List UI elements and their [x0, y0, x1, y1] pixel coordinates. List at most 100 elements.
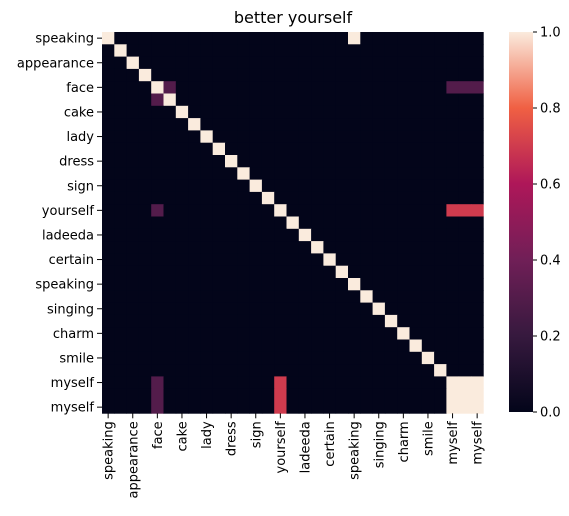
- heatmap-cell: [261, 253, 275, 267]
- heatmap-cell: [200, 191, 214, 205]
- heatmap-cell: [225, 241, 238, 254]
- heatmap-cell: [126, 388, 140, 402]
- heatmap-cell: [225, 56, 238, 70]
- heatmap-cell: [471, 278, 484, 291]
- heatmap-cell: [212, 376, 226, 390]
- heatmap-cell: [397, 204, 410, 217]
- heatmap-cell: [298, 204, 312, 217]
- heatmap-cell: [335, 155, 349, 168]
- heatmap-cell: [323, 401, 337, 414]
- heatmap-cell: [397, 228, 410, 242]
- heatmap-cell: [458, 314, 472, 328]
- heatmap-cell: [360, 401, 373, 414]
- heatmap-cell: [200, 68, 214, 82]
- heatmap-cell: [274, 32, 287, 45]
- heatmap-cell: [261, 278, 275, 291]
- heatmap-cell: [188, 278, 201, 291]
- heatmap-cell: [323, 216, 337, 230]
- heatmap-cell: [434, 204, 447, 217]
- heatmap-cell: [348, 44, 361, 57]
- heatmap-cell: [335, 118, 349, 131]
- y-tick-label: appearance: [17, 56, 94, 71]
- heatmap-cell: [151, 167, 164, 180]
- heatmap-cell: [261, 167, 275, 180]
- heatmap-cell: [212, 314, 226, 328]
- heatmap-cell: [225, 44, 238, 57]
- heatmap-cell: [348, 204, 361, 217]
- heatmap-cell: [446, 118, 460, 131]
- heatmap-cell: [126, 93, 140, 107]
- heatmap-cell: [458, 302, 472, 316]
- heatmap-cell: [212, 290, 226, 303]
- heatmap-cell: [360, 278, 373, 291]
- heatmap-cell: [372, 93, 386, 107]
- heatmap-cell: [421, 339, 435, 353]
- heatmap-cell: [163, 93, 177, 107]
- heatmap-cell: [311, 253, 324, 267]
- heatmap-cell: [446, 155, 460, 168]
- heatmap-cell: [384, 56, 398, 70]
- heatmap-cell: [126, 105, 140, 119]
- heatmap-cell: [237, 93, 250, 107]
- heatmap-cell: [126, 216, 140, 230]
- heatmap-cell: [237, 314, 250, 328]
- heatmap-cell: [471, 290, 484, 303]
- heatmap-cell: [138, 351, 152, 365]
- heatmap-cell: [286, 290, 300, 303]
- heatmap-cell: [298, 93, 312, 107]
- heatmap-cell: [311, 56, 324, 70]
- x-tick-label: singing: [372, 421, 387, 468]
- heatmap-cell: [274, 376, 287, 390]
- heatmap-cell: [409, 364, 423, 377]
- heatmap-cell: [446, 388, 460, 402]
- heatmap-cell: [114, 278, 127, 291]
- heatmap-cell: [188, 265, 201, 279]
- heatmap-cell: [102, 167, 115, 180]
- heatmap-cell: [384, 216, 398, 230]
- heatmap-cell: [446, 32, 460, 45]
- heatmap-cell: [360, 118, 373, 131]
- heatmap-cell: [151, 216, 164, 230]
- heatmap-cell: [434, 302, 447, 316]
- heatmap-cell: [261, 376, 275, 390]
- heatmap-cell: [225, 401, 238, 414]
- heatmap-cell: [200, 118, 214, 131]
- y-tick-label: speaking: [35, 278, 94, 293]
- heatmap-cell: [384, 93, 398, 107]
- heatmap-cell: [126, 401, 140, 414]
- heatmap-cell: [249, 118, 263, 131]
- heatmap-cell: [348, 68, 361, 82]
- heatmap-cell: [114, 327, 127, 340]
- heatmap-cell: [225, 155, 238, 168]
- heatmap-cell: [348, 105, 361, 119]
- heatmap-cells: [102, 32, 484, 414]
- heatmap-cell: [434, 278, 447, 291]
- heatmap-cell: [311, 81, 324, 94]
- heatmap-cell: [311, 339, 324, 353]
- heatmap-cell: [311, 44, 324, 57]
- heatmap-cell: [114, 155, 127, 168]
- heatmap-cell: [200, 130, 214, 144]
- heatmap-cell: [434, 44, 447, 57]
- heatmap-cell: [274, 56, 287, 70]
- heatmap-cell: [471, 401, 484, 414]
- heatmap-cell: [471, 142, 484, 156]
- heatmap-cell: [348, 290, 361, 303]
- heatmap-cell: [446, 167, 460, 180]
- heatmap-cell: [421, 191, 435, 205]
- heatmap-cell: [249, 278, 263, 291]
- heatmap-cell: [212, 118, 226, 131]
- heatmap-cell: [188, 32, 201, 45]
- heatmap-cell: [335, 142, 349, 156]
- heatmap-cell: [348, 376, 361, 390]
- heatmap-cell: [409, 56, 423, 70]
- heatmap-cell: [458, 32, 472, 45]
- heatmap-cell: [200, 364, 214, 377]
- heatmap-cell: [372, 327, 386, 340]
- heatmap-cell: [114, 216, 127, 230]
- heatmap-cell: [114, 167, 127, 180]
- heatmap-cell: [175, 216, 189, 230]
- heatmap-cell: [348, 93, 361, 107]
- heatmap-cell: [126, 376, 140, 390]
- heatmap-cell: [261, 81, 275, 94]
